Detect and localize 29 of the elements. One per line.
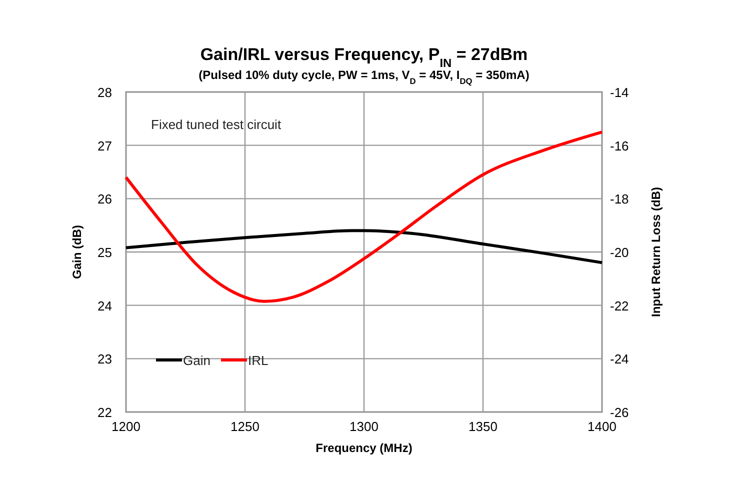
y-tick-label: 23	[98, 352, 112, 367]
y-tick-label: 27	[98, 138, 112, 154]
chart-title: Gain/IRL versus Frequency, P$_{IN}$ = 27dBm	[200, 45, 528, 70]
x-tick-label: 1350	[468, 419, 498, 434]
chart-subtitle: (Pulsed 10% duty cycle, PW = 1ms, V$_{D}$ = 45V, I$_{DQ}$ = 350mA)	[198, 68, 530, 86]
y2-axis-title: Input Return Loss (dB)	[649, 187, 663, 317]
y2-tick-label: -24	[610, 352, 629, 367]
legend-label: Gain	[183, 353, 210, 368]
annotation: Fixed tuned test circuit	[151, 117, 282, 132]
y2-tick-label: -20	[610, 245, 629, 260]
x-tick-label: 1300	[350, 419, 378, 434]
y-tick-label: 25	[98, 245, 112, 260]
y-tick-label: 22	[98, 405, 112, 420]
y-tick-label: 28	[98, 85, 112, 100]
y2-tick-label: -18	[610, 192, 629, 207]
line-series	[124, 130, 604, 303]
x-tick-label: 1400	[588, 419, 616, 434]
line-series	[124, 229, 604, 264]
y-axis-title: Gain (dB)	[70, 225, 84, 279]
x-tick-label: 1250	[230, 419, 260, 434]
legend-label: IRL	[248, 353, 268, 368]
x-tick-label: 1200	[112, 419, 140, 434]
y2-tick-label: -14	[610, 85, 629, 100]
y-tick-label: 26	[98, 192, 112, 207]
y-tick-label: 24	[98, 298, 112, 314]
y2-tick-label: -16	[610, 138, 629, 154]
y2-tick-label: -22	[610, 298, 629, 314]
y2-tick-label: -26	[610, 405, 629, 420]
x-axis-title: Frequency (MHz)	[316, 441, 412, 455]
